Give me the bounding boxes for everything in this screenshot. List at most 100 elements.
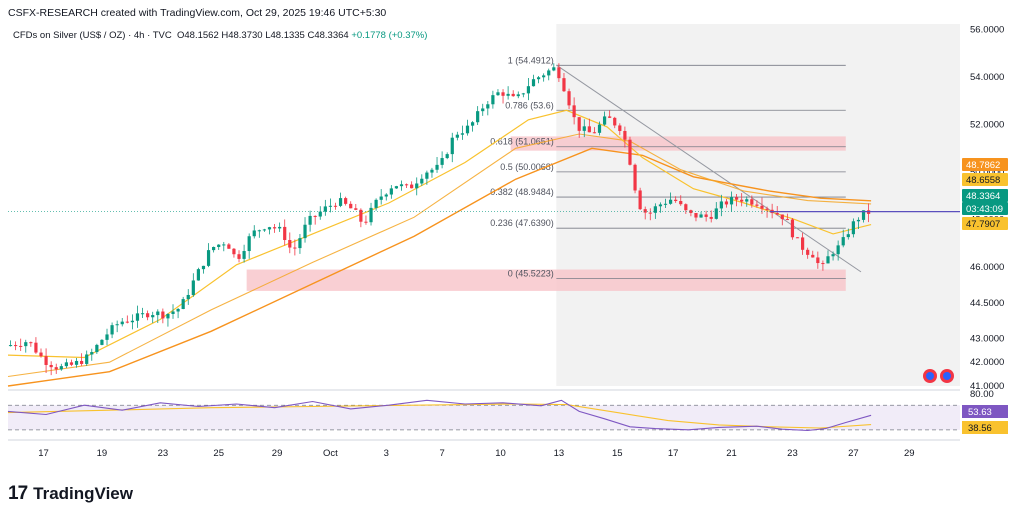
candle-body [755, 204, 759, 206]
candle-body [420, 178, 424, 184]
time-axis-tick: 15 [612, 448, 623, 459]
price-label: 47.7907 [966, 219, 1000, 230]
candle-body [186, 294, 190, 300]
time-axis-tick: 23 [158, 448, 169, 459]
candle-body [811, 254, 815, 258]
price-label-bg [962, 217, 1008, 230]
candle-body [394, 186, 399, 189]
candle-body [486, 104, 490, 109]
time-axis-tick: 17 [38, 448, 49, 459]
price-label: 48.7862 [966, 160, 1000, 171]
candle-body [613, 117, 617, 126]
candle-body [191, 280, 195, 295]
candle-body [344, 198, 348, 204]
candle-body [130, 320, 134, 323]
time-axis-tick: 19 [97, 448, 108, 459]
candle-body [440, 158, 444, 165]
candle-body [618, 125, 622, 131]
candle-body [349, 203, 353, 209]
fib-level-label: 0 (45.5223) [508, 268, 554, 278]
candle-body [516, 94, 520, 97]
candle-body [399, 184, 404, 187]
candle-body [19, 345, 23, 347]
rsi-value-label: 53.63 [968, 407, 992, 418]
candle-body [714, 208, 718, 219]
candle-body [323, 206, 327, 212]
candle-body [34, 342, 38, 353]
candle-body [795, 237, 800, 239]
rsi-ma-label: 38.56 [968, 423, 992, 434]
candle-body [156, 311, 160, 316]
ema-slow-line [7, 147, 872, 387]
candle-body [425, 172, 429, 179]
candle-body [801, 237, 805, 250]
rsi-line [7, 399, 872, 432]
candle-body [816, 257, 820, 264]
event-flag-icon-inner [943, 372, 951, 380]
candle-body [110, 325, 114, 335]
candle-body [765, 208, 769, 210]
price-axis-tick: 42.0000 [970, 357, 1004, 368]
candle-body [684, 204, 688, 211]
price-label-bg [962, 173, 1008, 186]
candle-body [694, 213, 698, 218]
candle-body [206, 250, 211, 266]
candle-body [181, 299, 185, 310]
candle-body [140, 313, 145, 315]
time-axis-tick: 7 [439, 448, 444, 459]
candle-body [146, 313, 150, 318]
candle-body [298, 238, 302, 249]
candle-body [668, 199, 673, 204]
candle-body [526, 86, 531, 94]
candle-body [602, 116, 607, 125]
candle-body [572, 105, 576, 118]
candle-body [740, 199, 744, 202]
candle-body [232, 248, 236, 255]
legend-ohlc: O48.1562 H48.3730 L48.1335 C48.3364 [177, 30, 349, 41]
price-axis-tick: 50.0000 [970, 167, 1004, 178]
candle-body [237, 254, 241, 259]
candle-body [465, 125, 470, 134]
candle-body [623, 130, 627, 140]
candle-body [318, 211, 322, 217]
candle-body [557, 67, 561, 79]
price-axis-tick: 43.0000 [970, 333, 1004, 344]
candle-body [709, 216, 713, 219]
candle-body [354, 208, 358, 210]
candle-body [663, 203, 668, 205]
candle-body [59, 366, 63, 370]
candle-body [785, 219, 789, 221]
candle-body [338, 198, 343, 206]
candle-body [176, 309, 180, 312]
candle-body [85, 354, 89, 364]
price-label: 03:43:09 [966, 204, 1003, 215]
candle-body [374, 199, 378, 208]
candle-body [704, 214, 708, 217]
candle-body [369, 207, 373, 223]
candle-body [44, 356, 48, 365]
candle-body [115, 324, 119, 326]
legend-symbol: CFDs on Silver (US$ / OZ) · 4h · TVC [13, 30, 172, 41]
candle-body [587, 126, 591, 133]
candle-body [841, 237, 845, 246]
candle-body [293, 247, 297, 249]
candle-body [608, 116, 612, 118]
candle-body [806, 249, 810, 255]
candle-body [415, 183, 419, 189]
candle-body [506, 93, 510, 96]
chart-credit: CSFX-RESEARCH created with TradingView.c… [8, 7, 387, 19]
candle-body [196, 269, 200, 281]
candle-body [227, 244, 231, 249]
candle-body [151, 315, 155, 318]
candle-body [455, 134, 459, 138]
fib-level-label: 1 (54.4912) [508, 55, 554, 65]
candle-body [476, 111, 480, 123]
tradingview-logo[interactable]: 17 TradingView [8, 482, 133, 506]
candle-body [303, 224, 307, 239]
candle-body [567, 91, 571, 106]
candle-body [166, 313, 170, 319]
candle-body [729, 197, 734, 205]
fib-level-label: 0.382 (48.9484) [490, 187, 554, 197]
candle-body [95, 344, 99, 353]
